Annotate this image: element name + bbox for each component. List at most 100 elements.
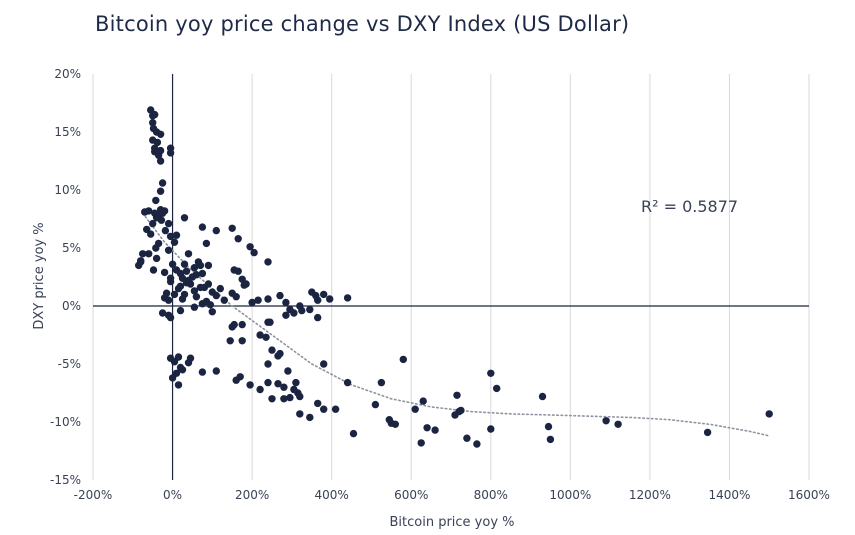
- data-point: [166, 144, 175, 152]
- data-point: [250, 248, 258, 257]
- data-point: [546, 435, 555, 444]
- data-point: [238, 320, 246, 329]
- x-tick-label: 1200%: [629, 488, 671, 502]
- data-point: [180, 214, 189, 222]
- y-tick-labels: -15% -10% -5% 0% 5% 10% 15% 20%: [50, 67, 81, 487]
- data-point: [198, 223, 207, 231]
- data-point: [602, 417, 610, 425]
- x-tick-label: 800%: [474, 488, 508, 502]
- x-tick-label: 400%: [315, 488, 349, 502]
- data-point: [182, 279, 191, 287]
- x-tick-label: 0%: [163, 488, 182, 502]
- y-tick-label: -5%: [58, 357, 81, 371]
- y-tick-label: 0%: [62, 299, 81, 313]
- data-point: [226, 337, 234, 345]
- data-point: [168, 374, 177, 382]
- data-point: [254, 296, 262, 304]
- data-point: [451, 411, 459, 419]
- data-point: [184, 359, 193, 367]
- data-point: [246, 381, 254, 389]
- data-point: [391, 420, 399, 428]
- data-point: [147, 230, 155, 238]
- data-point: [282, 311, 290, 319]
- y-tick-label: -15%: [50, 473, 81, 487]
- data-point: [192, 293, 201, 301]
- data-point: [765, 410, 773, 418]
- data-point: [149, 266, 158, 274]
- data-point: [614, 420, 622, 428]
- data-point: [174, 353, 183, 361]
- data-point: [371, 400, 380, 409]
- data-point: [431, 426, 439, 434]
- data-point: [228, 224, 236, 232]
- data-point: [264, 360, 272, 368]
- data-point: [457, 406, 465, 415]
- data-point: [417, 439, 425, 447]
- data-point: [152, 196, 160, 205]
- data-point: [212, 291, 220, 300]
- data-point: [166, 232, 175, 241]
- data-point: [238, 337, 246, 345]
- data-point: [256, 385, 264, 394]
- data-point: [377, 378, 386, 387]
- data-point: [158, 179, 167, 187]
- data-point: [170, 290, 179, 299]
- data-point: [314, 296, 322, 304]
- x-tick-label: 600%: [394, 488, 428, 502]
- data-point: [232, 293, 240, 301]
- data-point: [158, 209, 167, 217]
- x-tick-label: 200%: [235, 488, 269, 502]
- data-point: [284, 367, 292, 375]
- data-point: [202, 239, 211, 248]
- data-point: [453, 391, 461, 399]
- data-points: [135, 106, 773, 448]
- data-point: [230, 320, 238, 329]
- data-point: [145, 250, 153, 258]
- data-point: [236, 373, 244, 381]
- data-point: [158, 309, 167, 317]
- axes: [93, 74, 809, 480]
- data-point: [196, 261, 205, 270]
- data-point: [248, 298, 256, 307]
- data-point: [166, 277, 175, 286]
- data-point: [176, 306, 185, 315]
- data-point: [256, 331, 264, 339]
- data-point: [137, 258, 145, 266]
- data-point: [168, 260, 177, 268]
- data-point: [190, 264, 199, 272]
- y-tick-label: 5%: [62, 241, 81, 255]
- y-axis-label: DXY price yoy %: [32, 222, 47, 329]
- y-tick-label: 10%: [54, 183, 81, 197]
- data-point: [154, 151, 163, 159]
- data-point: [149, 219, 157, 228]
- data-point: [264, 258, 272, 266]
- data-point: [487, 369, 495, 377]
- data-point: [463, 434, 471, 442]
- data-point: [157, 216, 166, 224]
- data-point: [152, 244, 160, 252]
- data-point: [314, 399, 322, 408]
- data-point: [487, 425, 495, 433]
- x-axis-label: Bitcoin price yoy %: [389, 515, 514, 530]
- data-point: [212, 367, 220, 375]
- data-point: [164, 219, 173, 228]
- data-point: [314, 313, 322, 322]
- data-point: [149, 124, 158, 133]
- data-point: [296, 410, 304, 418]
- data-point: [326, 295, 334, 303]
- data-point: [160, 268, 169, 277]
- data-point: [190, 303, 199, 311]
- data-point: [246, 243, 254, 251]
- data-point: [152, 254, 161, 263]
- y-tick-label: -10%: [50, 415, 81, 429]
- data-point: [184, 250, 193, 258]
- data-point: [208, 308, 216, 316]
- data-point: [164, 246, 173, 254]
- data-point: [156, 157, 165, 165]
- data-point: [264, 295, 272, 303]
- data-point: [212, 226, 220, 235]
- data-point: [349, 429, 358, 438]
- data-point: [276, 349, 284, 358]
- data-point: [180, 290, 189, 299]
- data-point: [274, 380, 282, 388]
